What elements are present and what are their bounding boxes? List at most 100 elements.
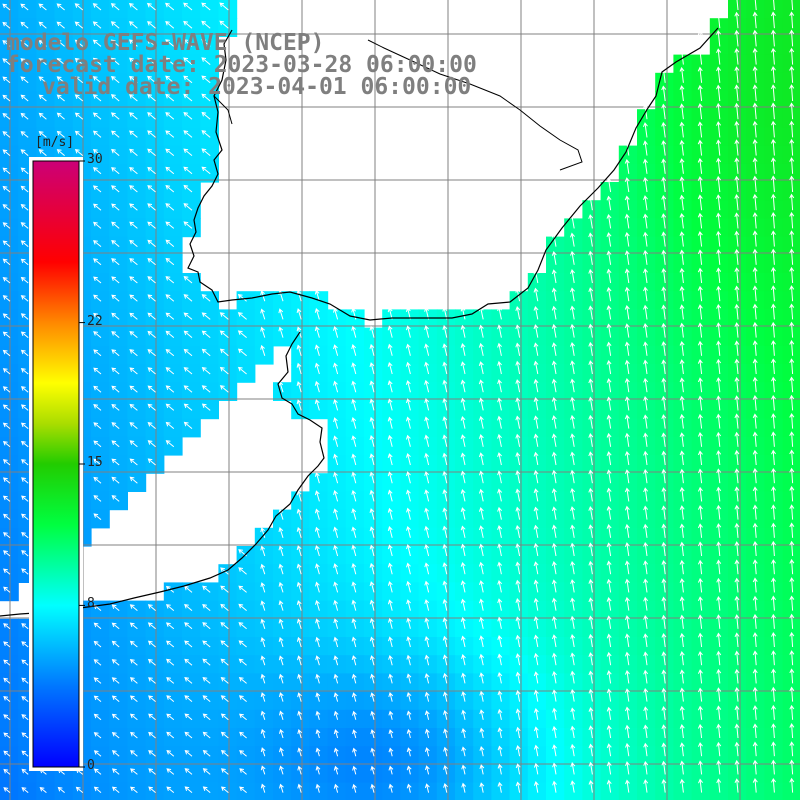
wind-arrow — [643, 432, 649, 447]
wind-arrow — [442, 470, 448, 484]
wind-arrow — [752, 650, 758, 666]
wind-cell — [618, 200, 638, 219]
wind-arrow — [624, 724, 630, 739]
wind-arrow — [588, 214, 594, 229]
wind-cell — [746, 491, 765, 511]
wind-arrow — [661, 395, 667, 411]
wind-arrow — [716, 175, 721, 193]
wind-cell — [709, 254, 729, 274]
wind-arrow — [624, 633, 630, 648]
wind-arrow — [388, 617, 393, 629]
wind-arrow — [93, 403, 102, 411]
wind-arrow — [21, 477, 29, 484]
wind-arrow — [130, 750, 138, 757]
wind-arrow — [57, 786, 65, 793]
wind-arrow — [643, 396, 649, 411]
wind-cell — [764, 364, 784, 383]
wind-arrow — [679, 48, 685, 65]
wind-cell — [709, 309, 729, 329]
wind-arrow — [588, 779, 594, 793]
wind-arrow — [443, 728, 448, 739]
wind-arrow — [20, 58, 29, 65]
wind-arrow — [770, 230, 776, 247]
wind-arrow — [570, 743, 576, 757]
wind-arrow — [20, 331, 29, 338]
wind-arrow — [789, 704, 795, 720]
wind-arrow — [388, 673, 394, 684]
wind-cell — [691, 309, 711, 329]
wind-arrow — [770, 138, 776, 156]
wind-arrow — [752, 559, 758, 575]
wind-cell — [655, 436, 674, 456]
wind-arrow — [2, 477, 11, 484]
wind-arrow — [533, 579, 539, 593]
wind-cell — [618, 655, 638, 674]
wind-arrow — [716, 84, 721, 102]
wind-arrow — [260, 308, 266, 320]
wind-arrow — [314, 490, 320, 502]
wind-arrow — [369, 636, 375, 648]
wind-arrow — [315, 747, 321, 757]
wind-cell — [637, 291, 656, 310]
wind-arrow — [588, 250, 594, 265]
wind-cell — [782, 582, 800, 602]
wind-arrow — [771, 577, 777, 593]
wind-arrow — [752, 468, 758, 484]
wind-cell — [709, 182, 729, 201]
wind-arrow — [752, 613, 758, 629]
wind-arrow — [297, 729, 303, 739]
wind-arrow — [297, 673, 302, 684]
wind-cell — [782, 746, 800, 765]
wind-arrow — [606, 195, 612, 211]
wind-arrow — [752, 486, 758, 502]
wind-cell — [728, 163, 747, 183]
wind-arrow — [478, 507, 484, 520]
wind-arrow — [165, 330, 175, 338]
wind-cell — [764, 127, 784, 147]
wind-arrow — [147, 458, 156, 466]
wind-arrow — [770, 248, 776, 265]
wind-arrow — [789, 431, 795, 447]
wind-arrow — [351, 380, 357, 393]
wind-arrow — [238, 658, 247, 666]
wind-arrow — [624, 213, 630, 229]
wind-cell — [746, 273, 765, 292]
wind-arrow — [220, 676, 229, 684]
wind-arrow — [239, 786, 247, 793]
wind-cell — [618, 309, 638, 329]
wind-arrow — [38, 149, 47, 156]
wind-arrow — [405, 398, 411, 411]
wind-arrow — [752, 66, 758, 83]
wind-cell — [764, 473, 784, 492]
wind-arrow — [697, 705, 703, 720]
wind-arrow — [551, 396, 557, 411]
wind-arrow — [351, 362, 357, 375]
wind-cell — [691, 418, 711, 438]
wind-arrow — [679, 614, 685, 629]
wind-arrow — [551, 287, 557, 302]
wind-arrow — [679, 760, 685, 775]
wind-arrow — [624, 323, 630, 338]
wind-cell — [764, 309, 784, 329]
wind-arrow — [370, 673, 375, 684]
colorbar-tick-label: 22 — [87, 313, 103, 329]
wind-arrow — [460, 525, 466, 538]
wind-arrow — [716, 157, 721, 174]
wind-arrow — [497, 616, 503, 629]
wind-cell — [764, 728, 784, 747]
wind-arrow — [479, 690, 485, 702]
wind-cell — [728, 582, 747, 602]
wind-arrow — [515, 671, 521, 684]
wind-cell — [600, 455, 620, 474]
wind-arrow — [533, 378, 539, 393]
wind-arrow — [606, 213, 612, 229]
wind-arrow — [716, 249, 722, 265]
wind-arrow — [297, 765, 303, 775]
wind-arrow — [624, 341, 630, 356]
wind-arrow — [497, 506, 503, 520]
wind-cell — [618, 527, 638, 547]
wind-arrow — [497, 635, 503, 648]
wind-cell — [728, 145, 747, 165]
wind-cell — [655, 382, 674, 401]
wind-arrow — [606, 542, 612, 557]
